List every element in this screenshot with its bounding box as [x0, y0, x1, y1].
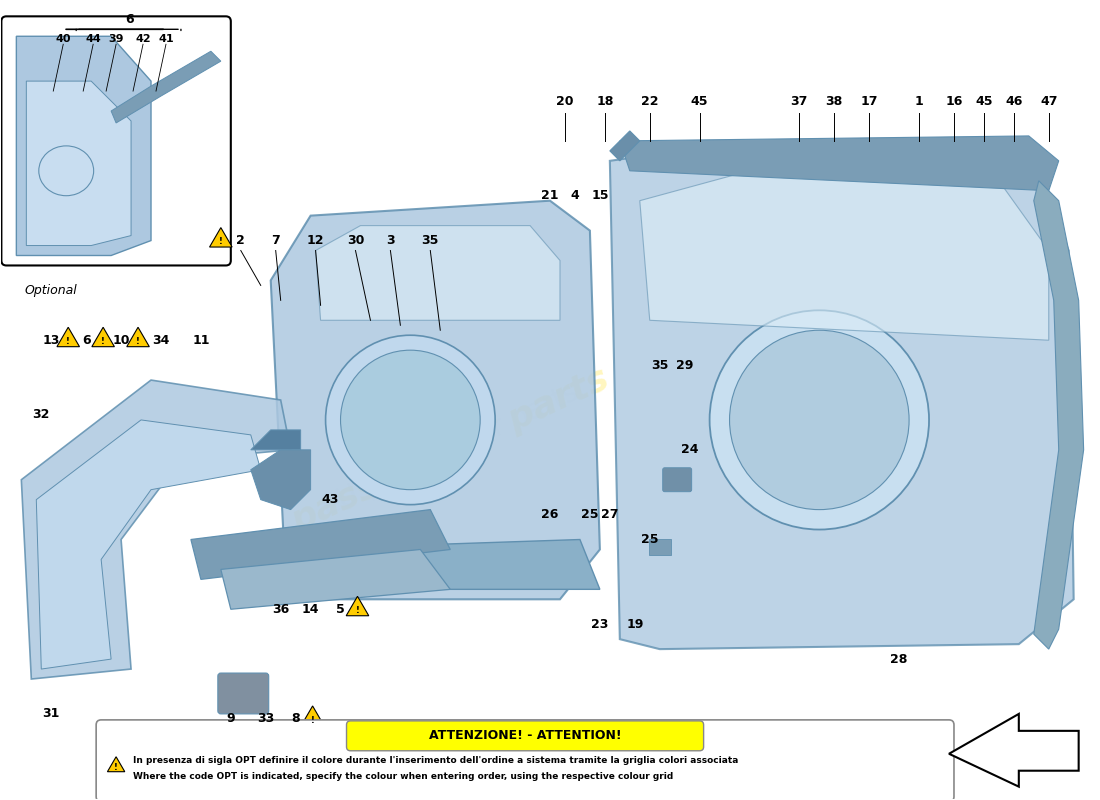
Text: 14: 14 — [301, 602, 319, 616]
Text: 4: 4 — [571, 190, 580, 202]
Text: 39: 39 — [108, 34, 124, 44]
Polygon shape — [609, 141, 1074, 649]
Polygon shape — [251, 430, 300, 450]
Circle shape — [710, 310, 930, 530]
Polygon shape — [609, 131, 640, 161]
Text: 29: 29 — [676, 358, 693, 372]
Polygon shape — [191, 510, 450, 579]
Text: 32: 32 — [33, 409, 50, 422]
Text: 37: 37 — [791, 94, 808, 107]
Text: 6: 6 — [124, 13, 133, 26]
Text: 25: 25 — [641, 533, 659, 546]
Text: 3: 3 — [386, 234, 395, 247]
Circle shape — [341, 350, 481, 490]
Text: 16: 16 — [945, 94, 962, 107]
Text: 21: 21 — [541, 190, 559, 202]
Text: 35: 35 — [651, 358, 669, 372]
Text: 10: 10 — [112, 334, 130, 346]
Text: 9: 9 — [227, 712, 235, 726]
Text: 23: 23 — [591, 618, 608, 630]
Text: EU passion for parts: EU passion for parts — [318, 378, 583, 522]
Text: 34: 34 — [152, 334, 169, 346]
Text: 15: 15 — [591, 190, 608, 202]
Text: !: ! — [66, 337, 70, 346]
Polygon shape — [108, 757, 124, 772]
Text: !: ! — [355, 606, 360, 615]
Text: 18: 18 — [596, 94, 614, 107]
Text: ATTENZIONE! - ATTENTION!: ATTENZIONE! - ATTENTION! — [429, 730, 621, 742]
Polygon shape — [271, 201, 600, 599]
Text: 44: 44 — [86, 34, 101, 44]
Text: 35: 35 — [421, 234, 439, 247]
Text: 45: 45 — [976, 94, 992, 107]
Text: !: ! — [310, 716, 315, 725]
Text: 26: 26 — [541, 508, 559, 521]
FancyBboxPatch shape — [218, 673, 268, 714]
Text: 22: 22 — [641, 94, 659, 107]
FancyBboxPatch shape — [662, 468, 692, 492]
Polygon shape — [346, 596, 368, 616]
Text: Where the code OPT is indicated, specify the colour when entering order, using t: Where the code OPT is indicated, specify… — [133, 772, 673, 781]
Text: In presenza di sigla OPT definire il colore durante l'inserimento dell'ordine a : In presenza di sigla OPT definire il col… — [133, 756, 738, 766]
FancyBboxPatch shape — [96, 720, 954, 800]
Text: 17: 17 — [860, 94, 878, 107]
Polygon shape — [21, 380, 290, 679]
Text: Optional: Optional — [25, 284, 78, 297]
Polygon shape — [619, 136, 1058, 190]
Text: 31: 31 — [43, 707, 60, 721]
Text: 24: 24 — [681, 443, 698, 456]
Text: 25: 25 — [581, 508, 598, 521]
Polygon shape — [126, 327, 150, 346]
Polygon shape — [221, 550, 450, 610]
Polygon shape — [36, 420, 261, 669]
Text: 11: 11 — [192, 334, 210, 346]
Polygon shape — [251, 450, 310, 510]
Text: 42: 42 — [135, 34, 151, 44]
Polygon shape — [949, 714, 1079, 786]
Polygon shape — [1034, 181, 1084, 649]
Text: 2: 2 — [236, 234, 245, 247]
Text: passion for parts: passion for parts — [286, 361, 615, 538]
Text: 41: 41 — [158, 34, 174, 44]
Polygon shape — [316, 226, 560, 320]
Polygon shape — [640, 170, 1048, 340]
Text: 45: 45 — [691, 94, 708, 107]
Polygon shape — [57, 327, 79, 346]
Polygon shape — [26, 81, 131, 246]
Polygon shape — [301, 706, 323, 726]
Text: 12: 12 — [307, 234, 324, 247]
Text: !: ! — [136, 337, 140, 346]
Text: !: ! — [114, 763, 118, 772]
Text: !: ! — [219, 238, 223, 246]
Polygon shape — [91, 327, 114, 346]
Text: 8: 8 — [292, 712, 300, 726]
Text: 28: 28 — [890, 653, 908, 666]
Text: 20: 20 — [557, 94, 574, 107]
Text: 43: 43 — [322, 493, 339, 506]
Polygon shape — [210, 228, 232, 247]
Text: 46: 46 — [1005, 94, 1023, 107]
FancyBboxPatch shape — [649, 538, 671, 555]
Polygon shape — [111, 51, 221, 123]
Text: !: ! — [101, 337, 106, 346]
Text: 1: 1 — [915, 94, 923, 107]
FancyBboxPatch shape — [1, 16, 231, 266]
FancyBboxPatch shape — [346, 721, 704, 750]
Polygon shape — [16, 36, 151, 255]
Text: 30: 30 — [346, 234, 364, 247]
Text: 7: 7 — [272, 234, 280, 247]
Text: 13: 13 — [43, 334, 60, 346]
Circle shape — [326, 335, 495, 505]
Text: 47: 47 — [1040, 94, 1057, 107]
Text: 5: 5 — [337, 602, 345, 616]
Text: 38: 38 — [826, 94, 843, 107]
Text: 33: 33 — [257, 712, 274, 726]
Polygon shape — [286, 539, 600, 590]
Text: 19: 19 — [626, 618, 644, 630]
Text: 27: 27 — [601, 508, 618, 521]
Text: 40: 40 — [55, 34, 72, 44]
Circle shape — [729, 330, 909, 510]
Text: 36: 36 — [272, 602, 289, 616]
Text: 6: 6 — [81, 334, 90, 346]
